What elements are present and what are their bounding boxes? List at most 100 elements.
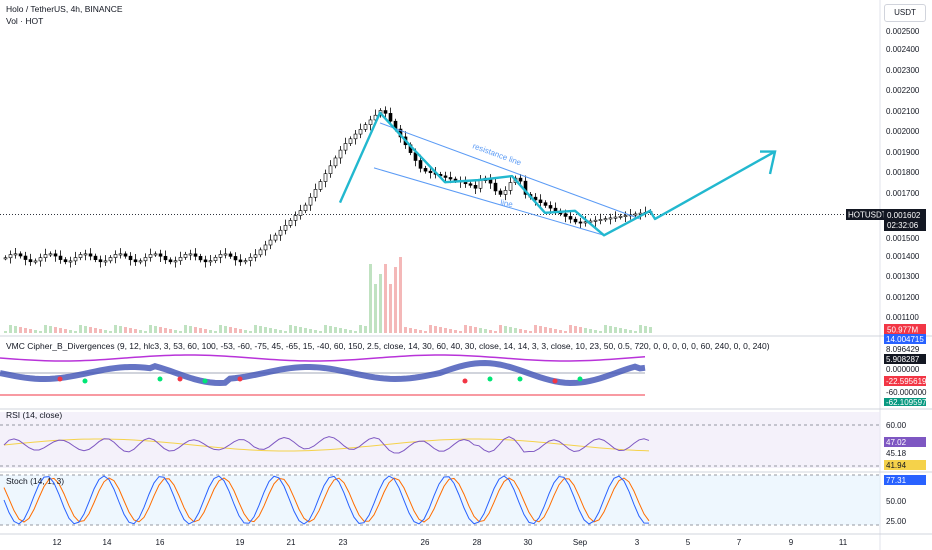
- vmc-dot: [487, 376, 493, 382]
- volume-bar: [409, 328, 412, 333]
- candle: [248, 253, 253, 267]
- volume-bar: [139, 330, 142, 333]
- candle: [423, 165, 428, 174]
- stoch-tick-50: 50.00: [886, 497, 907, 506]
- candle: [288, 217, 293, 228]
- candle: [543, 200, 548, 208]
- candle: [573, 216, 578, 225]
- candle-body: [548, 205, 553, 209]
- volume-bar: [644, 326, 647, 333]
- time-tick: 7: [737, 538, 742, 547]
- rsi-tick-60: 60.00: [886, 421, 907, 430]
- candle: [103, 255, 108, 266]
- volume-bar: [39, 331, 42, 333]
- candle: [468, 181, 473, 188]
- candle: [253, 249, 258, 262]
- vmc-wave: [0, 360, 646, 387]
- volume-bar: [89, 327, 92, 333]
- volume-bar: [229, 327, 232, 333]
- rsi-legend[interactable]: RSI (14, close): [6, 410, 62, 420]
- forecast-path: [338, 111, 776, 237]
- volume-bar: [254, 325, 257, 333]
- volume-bars: [4, 257, 652, 333]
- candle: [108, 255, 113, 264]
- volume-bar: [339, 328, 342, 333]
- volume-bar: [499, 325, 502, 333]
- vmc-legend[interactable]: VMC Cipher_B_Divergences (9, 12, hlc3, 3…: [6, 341, 770, 351]
- price-tick: 0.001500: [886, 234, 920, 243]
- volume-bar: [79, 325, 82, 333]
- candle-body: [493, 182, 498, 192]
- volume-bar: [449, 329, 452, 333]
- rsi-extra-badge: 41.94: [884, 460, 926, 470]
- candle: [358, 123, 363, 139]
- volume-bar: [464, 325, 467, 333]
- time-tick: 23: [339, 538, 348, 547]
- candle: [613, 211, 618, 222]
- volume-bar: [494, 331, 497, 333]
- candle-body: [53, 253, 58, 257]
- volume-bar: [174, 330, 177, 333]
- candle-body: [23, 255, 28, 260]
- volume-bar: [329, 326, 332, 333]
- time-tick: 9: [789, 538, 794, 547]
- volume-bar: [214, 331, 217, 333]
- volume-label[interactable]: Vol · HOT: [6, 16, 43, 26]
- volume-bar: [599, 331, 602, 333]
- svg-text:0.001602: 0.001602: [887, 211, 921, 220]
- candle-body: [603, 218, 608, 221]
- candle: [278, 226, 283, 241]
- candle: [73, 251, 78, 265]
- candle: [18, 251, 23, 259]
- candle: [88, 248, 93, 261]
- volume-bar: [84, 326, 87, 333]
- volume-bar: [54, 327, 57, 333]
- candle: [163, 250, 168, 264]
- rsi-value-badge: 47.02: [884, 437, 926, 447]
- candle-body: [368, 119, 373, 125]
- candle: [33, 258, 38, 265]
- candle-body: [498, 190, 503, 195]
- candle: [208, 254, 213, 266]
- time-tick: 12: [53, 538, 62, 547]
- symbol-title[interactable]: Holo / TetherUS, 4h, BINANCE: [6, 4, 123, 14]
- candle-body: [158, 253, 163, 257]
- price-tick: 0.001300: [886, 272, 920, 281]
- volume-bar: [354, 331, 357, 333]
- volume-bar: [109, 331, 112, 333]
- volume-bar: [289, 325, 292, 333]
- candle-body: [563, 213, 568, 217]
- time-axis[interactable]: 12 14 16 19 21 23 26 28 30 Sep 3 5 7 9 11: [53, 538, 848, 547]
- volume-bar: [319, 331, 322, 333]
- candle-body: [28, 259, 33, 263]
- currency-selector-button[interactable]: USDT: [884, 4, 926, 22]
- candle-body: [468, 183, 473, 186]
- candle: [293, 211, 298, 227]
- candle: [113, 250, 118, 264]
- volume-bar: [309, 329, 312, 333]
- candle: [343, 137, 348, 155]
- candle: [213, 254, 218, 264]
- stoch-legend[interactable]: Stoch (14, 1, 3): [6, 476, 64, 486]
- price-tick: 0.002200: [886, 86, 920, 95]
- candle-body: [543, 202, 548, 206]
- volume-bar: [634, 331, 637, 333]
- candle: [13, 248, 18, 259]
- price-axis[interactable]: 0.002500 0.002400 0.002300 0.002200 0.002100…: [886, 27, 920, 322]
- candle-body: [13, 253, 18, 256]
- candle-body: [333, 157, 338, 167]
- candle: [143, 253, 148, 267]
- volume-bar: [364, 326, 367, 333]
- volume-bar: [439, 327, 442, 333]
- price-tick: 0.001400: [886, 252, 920, 261]
- candle-body: [538, 199, 543, 203]
- candle: [53, 249, 58, 262]
- volume-bar: [604, 325, 607, 333]
- price-tick: 0.002300: [886, 66, 920, 75]
- volume-bar: [114, 325, 117, 333]
- candle: [628, 208, 633, 220]
- price-tick: 0.002400: [886, 45, 920, 54]
- candle-body: [183, 254, 188, 258]
- candle-body: [98, 259, 103, 263]
